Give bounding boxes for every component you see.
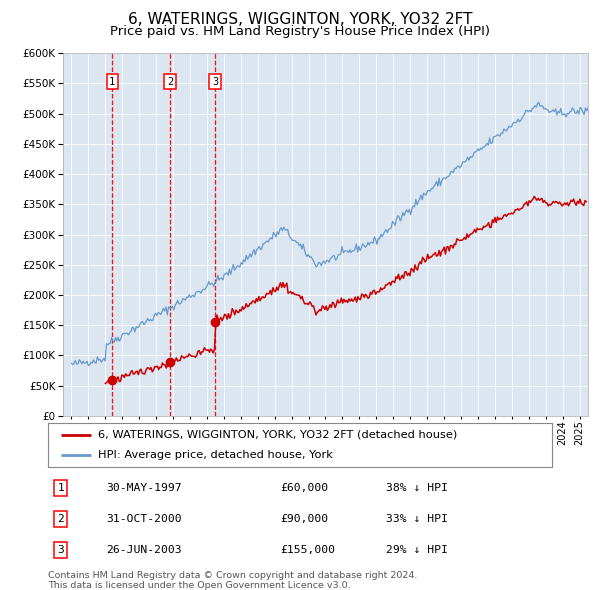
- Text: £90,000: £90,000: [280, 514, 328, 524]
- Text: Contains HM Land Registry data © Crown copyright and database right 2024.
This d: Contains HM Land Registry data © Crown c…: [48, 571, 418, 590]
- Text: 33% ↓ HPI: 33% ↓ HPI: [386, 514, 448, 524]
- Text: 1: 1: [57, 483, 64, 493]
- Text: 3: 3: [57, 545, 64, 555]
- Text: HPI: Average price, detached house, York: HPI: Average price, detached house, York: [98, 450, 333, 460]
- Text: 6, WATERINGS, WIGGINTON, YORK, YO32 2FT: 6, WATERINGS, WIGGINTON, YORK, YO32 2FT: [128, 12, 472, 27]
- Text: £155,000: £155,000: [280, 545, 335, 555]
- Text: 26-JUN-2003: 26-JUN-2003: [106, 545, 182, 555]
- Text: 31-OCT-2000: 31-OCT-2000: [106, 514, 182, 524]
- Text: 3: 3: [212, 77, 218, 87]
- Text: 30-MAY-1997: 30-MAY-1997: [106, 483, 182, 493]
- Text: 2: 2: [167, 77, 173, 87]
- Text: 29% ↓ HPI: 29% ↓ HPI: [386, 545, 448, 555]
- Text: Price paid vs. HM Land Registry's House Price Index (HPI): Price paid vs. HM Land Registry's House …: [110, 25, 490, 38]
- Text: 6, WATERINGS, WIGGINTON, YORK, YO32 2FT (detached house): 6, WATERINGS, WIGGINTON, YORK, YO32 2FT …: [98, 430, 458, 440]
- Text: 38% ↓ HPI: 38% ↓ HPI: [386, 483, 448, 493]
- Text: £60,000: £60,000: [280, 483, 328, 493]
- Text: 2: 2: [57, 514, 64, 524]
- Text: 1: 1: [109, 77, 115, 87]
